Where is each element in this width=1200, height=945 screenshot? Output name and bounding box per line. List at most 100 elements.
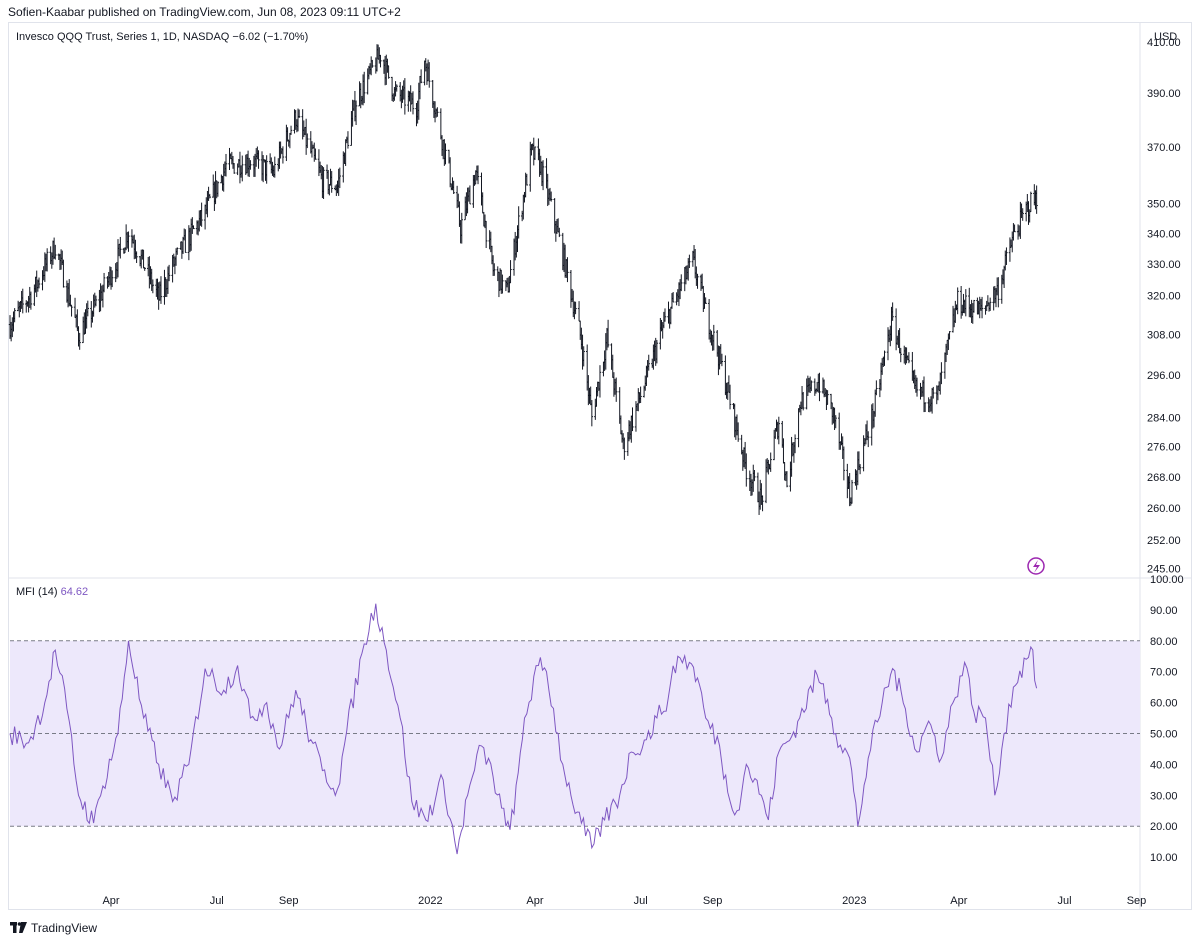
ohlc-bar[interactable] <box>810 380 813 392</box>
ohlc-bar[interactable] <box>728 384 732 410</box>
ohlc-bar[interactable] <box>314 148 317 160</box>
ohlc-bar[interactable] <box>777 416 781 445</box>
ohlc-bar[interactable] <box>1021 208 1024 221</box>
ohlc-bar[interactable] <box>948 331 951 340</box>
ohlc-bar[interactable] <box>631 407 634 432</box>
ohlc-bar[interactable] <box>680 274 683 292</box>
ohlc-bar[interactable] <box>558 227 561 238</box>
price-pane[interactable] <box>8 44 1038 515</box>
ohlc-bar[interactable] <box>615 377 618 402</box>
ohlc-bar[interactable] <box>891 302 894 321</box>
ohlc-bar[interactable] <box>135 251 138 263</box>
ohlc-bar[interactable] <box>167 264 171 282</box>
ohlc-bar[interactable] <box>525 173 529 186</box>
ohlc-bar[interactable] <box>972 299 976 313</box>
ohlc-bar[interactable] <box>1035 185 1038 214</box>
ohlc-bar[interactable] <box>899 347 902 363</box>
ohlc-bar[interactable] <box>29 291 33 310</box>
ohlc-bar[interactable] <box>436 107 439 117</box>
ohlc-bar[interactable] <box>639 386 642 404</box>
ohlc-bar[interactable] <box>184 229 187 253</box>
ohlc-bar[interactable] <box>428 62 431 88</box>
ohlc-bar[interactable] <box>460 212 463 244</box>
ohlc-bar[interactable] <box>875 380 878 396</box>
ohlc-bar[interactable] <box>45 248 49 272</box>
ohlc-bar[interactable] <box>883 350 886 366</box>
ohlc-bar[interactable] <box>997 277 1000 308</box>
ohlc-bar[interactable] <box>322 167 325 199</box>
ohlc-bar[interactable] <box>387 65 390 79</box>
ohlc-bar[interactable] <box>826 390 829 405</box>
ohlc-bar[interactable] <box>598 365 602 398</box>
ohlc-bar[interactable] <box>1005 247 1008 265</box>
ohlc-bar[interactable] <box>509 260 512 284</box>
ohlc-bar[interactable] <box>590 400 594 427</box>
ohlc-bar[interactable] <box>745 453 748 487</box>
ohlc-bar[interactable] <box>980 296 984 319</box>
ohlc-bar[interactable] <box>785 471 789 488</box>
ohlc-bar[interactable] <box>192 225 195 230</box>
ohlc-bar[interactable] <box>208 193 211 199</box>
ohlc-bar[interactable] <box>452 180 455 195</box>
ohlc-bar[interactable] <box>143 267 146 271</box>
ohlc-bar[interactable] <box>62 259 65 288</box>
ohlc-bar[interactable] <box>915 377 919 397</box>
ohlc-bar[interactable] <box>793 434 797 454</box>
ohlc-bar[interactable] <box>1013 224 1016 233</box>
ohlc-bar[interactable] <box>1029 191 1033 213</box>
ohlc-bar[interactable] <box>119 236 122 259</box>
ohlc-bar[interactable] <box>411 91 415 115</box>
ohlc-bar[interactable] <box>306 133 309 149</box>
ohlc-bar[interactable] <box>257 150 260 169</box>
ohlc-bar[interactable] <box>501 274 504 294</box>
ohlc-bar[interactable] <box>354 100 358 125</box>
ohlc-bar[interactable] <box>127 231 130 252</box>
ohlc-bar[interactable] <box>834 415 837 429</box>
ohlc-bar[interactable] <box>956 287 959 315</box>
ohlc-bar[interactable] <box>753 469 756 482</box>
ohlc-bar[interactable] <box>671 291 675 303</box>
ohlc-bar[interactable] <box>696 273 699 289</box>
ohlc-bar[interactable] <box>78 332 81 350</box>
ohlc-bar[interactable] <box>964 289 967 317</box>
ohlc-bar[interactable] <box>797 408 800 448</box>
ohlc-bar[interactable] <box>371 59 374 68</box>
footer-brand[interactable]: TradingView <box>10 921 97 935</box>
ohlc-bar[interactable] <box>818 372 821 402</box>
ohlc-bar[interactable] <box>842 446 846 481</box>
ohlc-bar[interactable] <box>403 78 407 115</box>
ohlc-bar[interactable] <box>574 301 577 315</box>
ohlc-bar[interactable] <box>249 160 252 170</box>
ohlc-bar[interactable] <box>704 297 707 304</box>
ohlc-bar[interactable] <box>907 352 911 364</box>
ohlc-bar[interactable] <box>176 247 179 255</box>
ohlc-bar[interactable] <box>439 108 443 140</box>
ohlc-bar[interactable] <box>281 146 285 164</box>
ohlc-bar[interactable] <box>330 171 333 193</box>
ohlc-bar[interactable] <box>802 391 805 411</box>
ohlc-bar[interactable] <box>37 277 41 289</box>
ohlc-bar[interactable] <box>70 304 73 317</box>
ohlc-bar[interactable] <box>655 339 659 364</box>
ohlc-bar[interactable] <box>769 452 772 472</box>
ohlc-bar[interactable] <box>94 295 98 307</box>
ohlc-bar[interactable] <box>867 431 870 448</box>
lightning-icon[interactable] <box>1027 557 1045 575</box>
ohlc-bar[interactable] <box>577 301 581 322</box>
ohlc-bar[interactable] <box>736 422 740 442</box>
ohlc-bar[interactable] <box>346 131 350 149</box>
ohlc-bar[interactable] <box>265 155 268 184</box>
ohlc-bar[interactable] <box>647 354 650 371</box>
ohlc-bar[interactable] <box>923 402 927 412</box>
ohlc-bar[interactable] <box>86 300 90 317</box>
ohlc-bar[interactable] <box>54 244 57 260</box>
ohlc-bar[interactable] <box>623 437 626 460</box>
ohlc-bar[interactable] <box>216 181 220 197</box>
ohlc-bar[interactable] <box>224 153 228 177</box>
ohlc-bar[interactable] <box>468 185 472 205</box>
ohlc-bar[interactable] <box>102 272 106 293</box>
ohlc-bar[interactable] <box>569 269 573 308</box>
ohlc-bar[interactable] <box>297 109 301 118</box>
mfi-pane[interactable] <box>9 603 1140 855</box>
ohlc-bar[interactable] <box>663 308 667 322</box>
